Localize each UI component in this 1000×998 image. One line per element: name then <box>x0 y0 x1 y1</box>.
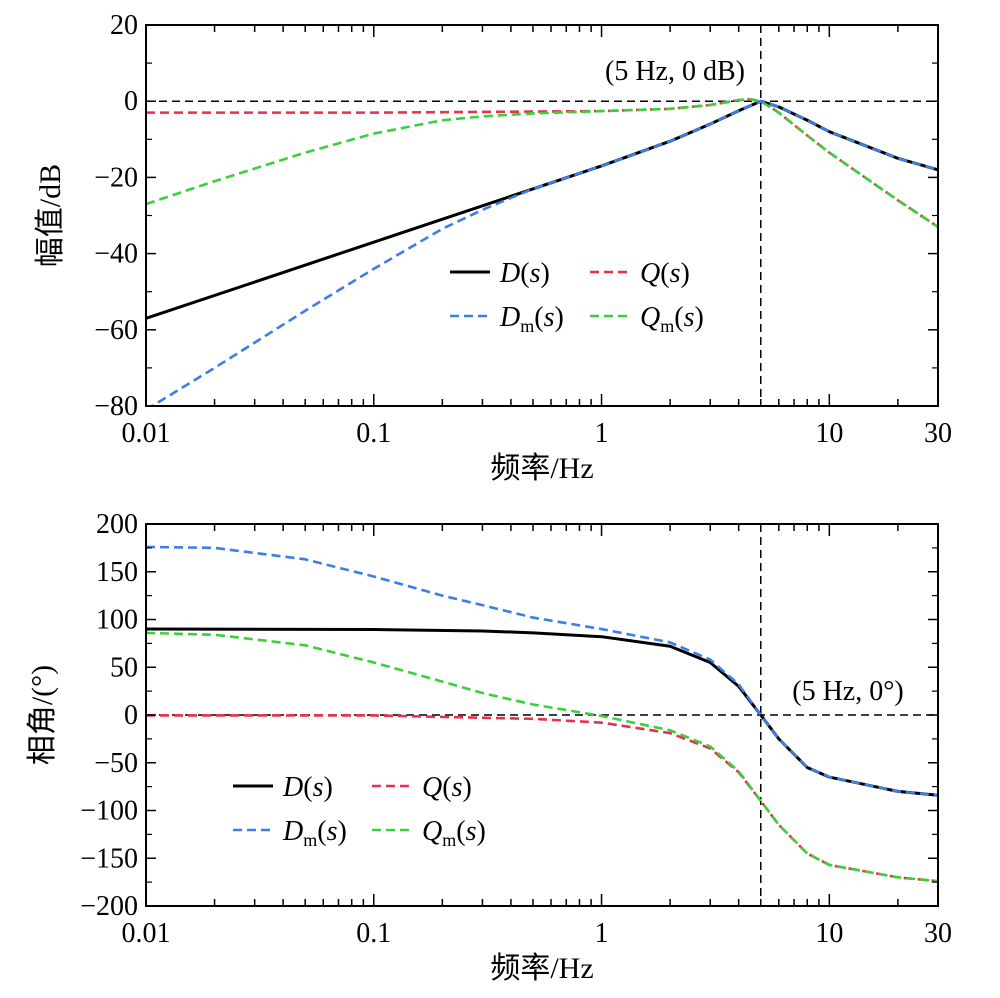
plot-frame <box>145 24 939 407</box>
y-tick-label: −50 <box>94 748 138 779</box>
x-tick-label: 10 <box>815 918 843 949</box>
legend-entry-label: D(s) <box>499 258 550 289</box>
y-tick-label: −20 <box>94 162 138 193</box>
point-annotation: (5 Hz, 0°) <box>792 676 904 707</box>
y-axis-label: 幅值/dB <box>34 164 67 267</box>
y-tick-label: 200 <box>96 509 138 540</box>
y-tick-label: 50 <box>110 652 138 683</box>
x-tick-label: 0.1 <box>356 418 391 449</box>
series-line-qms <box>146 631 938 883</box>
legend-entry-label: Qm(s) <box>640 302 704 336</box>
legend-entry-label: Q(s) <box>422 772 472 803</box>
y-tick-label: 20 <box>110 10 138 41</box>
y-tick-label: −100 <box>80 796 138 827</box>
y-tick-label: −80 <box>94 391 138 422</box>
point-annotation: (5 Hz, 0 dB) <box>605 56 745 87</box>
y-tick-label: 100 <box>96 605 138 636</box>
series-line-dms <box>146 545 938 797</box>
magnitude-panel: 0.01 0.1 1 10 30 20 0 −20 −40 −60 −80 频率/Hz 幅值/dB (5 … <box>34 10 952 485</box>
y-tick-label: −40 <box>94 239 138 270</box>
y-tick-label: 150 <box>96 557 138 588</box>
x-axis-label: 频率/Hz <box>490 952 593 985</box>
x-tick-label: 10 <box>815 418 843 449</box>
y-tick-label: −60 <box>94 315 138 346</box>
x-tick-label: 0.01 <box>122 418 171 449</box>
x-tick-label: 0.1 <box>356 918 391 949</box>
y-tick-label: −150 <box>80 843 138 874</box>
legend: D(s) Q(s) Dm(s) Qm(s) <box>233 772 486 850</box>
y-axis-label: 相角/(°) <box>26 665 59 765</box>
legend-entry-label: D(s) <box>282 772 333 803</box>
series-line-dms <box>149 99 938 406</box>
series-line-qs <box>146 714 938 883</box>
legend: D(s) Q(s) Dm(s) Qm(s) <box>450 258 704 336</box>
legend-entry-label: Qm(s) <box>422 816 486 850</box>
legend-entry-label: Q(s) <box>640 258 690 289</box>
phase-panel: 0.01 0.1 1 10 30 200 150 100 50 0 −50 −100 −150 −200 频… <box>26 509 952 985</box>
x-tick-label: 30 <box>924 418 952 449</box>
x-axis-label: 频率/Hz <box>490 452 593 485</box>
y-tick-label: 0 <box>124 700 138 731</box>
x-tick-label: 0.01 <box>122 918 171 949</box>
legend-entry-label: Dm(s) <box>499 302 564 336</box>
x-tick-label: 1 <box>595 418 609 449</box>
x-tick-label: 1 <box>595 918 609 949</box>
x-tick-label: 30 <box>924 918 952 949</box>
legend-entry-label: Dm(s) <box>282 816 347 850</box>
series-line-qs <box>146 97 938 229</box>
y-tick-label: 0 <box>124 86 138 117</box>
y-tick-label: −200 <box>80 891 138 922</box>
series-line-ds <box>146 627 938 797</box>
series-line-qms <box>146 97 938 229</box>
